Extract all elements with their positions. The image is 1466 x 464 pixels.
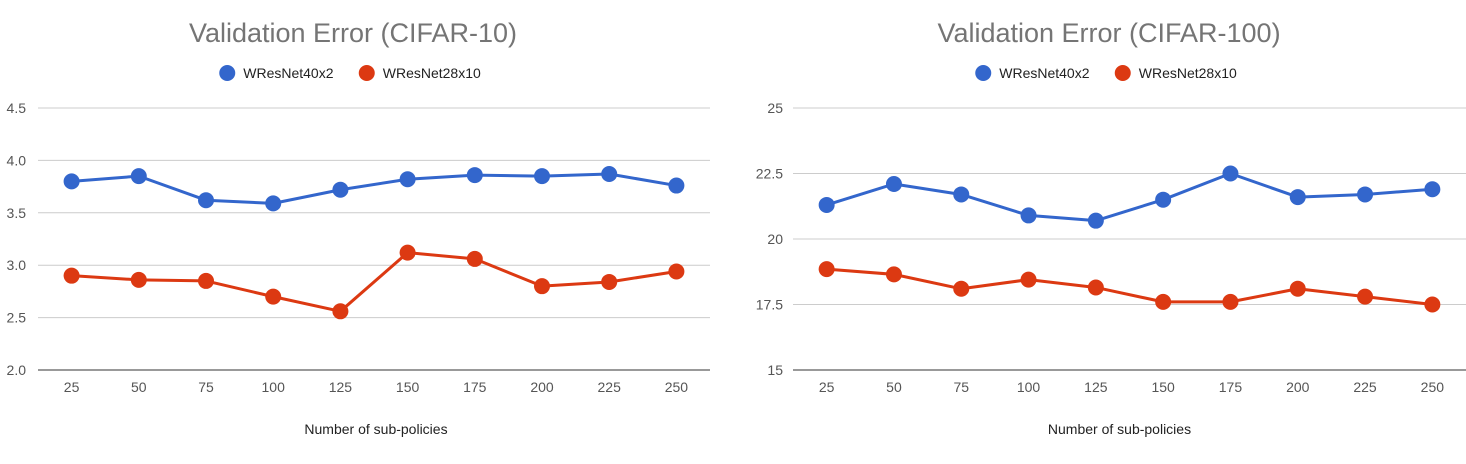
chart-cifar10-series-0-point-7[interactable] — [534, 168, 550, 185]
chart-cifar10: Validation Error (CIFAR-10) WResNet40x2 WR… — [7, 18, 710, 437]
chart-cifar10-legend-label-0: WResNet40x2 — [243, 65, 333, 81]
chart-cifar100-ytick-1: 17.5 — [756, 297, 783, 313]
chart-cifar100-legend-label-1: WResNet28x10 — [1139, 65, 1237, 81]
chart-cifar10-series-0-point-5[interactable] — [399, 171, 416, 188]
chart-cifar10-series-0-point-6[interactable] — [466, 167, 483, 184]
chart-cifar10-title: Validation Error (CIFAR-10) — [189, 18, 517, 48]
chart-cifar100-series-0-point-7[interactable] — [1289, 189, 1306, 206]
chart-cifar100-series-0-point-4[interactable] — [1087, 212, 1104, 229]
chart-cifar100-xtick-9: 250 — [1421, 379, 1445, 395]
chart-cifar10-series-1-point-8[interactable] — [601, 273, 618, 290]
chart-cifar100-series-0-point-8[interactable] — [1357, 186, 1374, 203]
chart-cifar10-ytick-4: 4.0 — [7, 152, 27, 168]
chart-cifar10-legend-label-1: WResNet28x10 — [383, 65, 481, 81]
chart-cifar100-series-1-point-0[interactable] — [818, 261, 835, 278]
chart-cifar10-series-1-point-0[interactable] — [63, 267, 80, 284]
chart-cifar10-series-1-point-2[interactable] — [198, 272, 214, 289]
chart-cifar100-xlabel: Number of sub-policies — [1048, 421, 1191, 437]
chart-cifar10-ytick-5: 4.5 — [7, 100, 27, 116]
chart-cifar10-xtick-7: 200 — [530, 379, 554, 395]
chart-cifar100-legend-marker-0 — [975, 65, 992, 81]
chart-cifar100-series-1-point-9[interactable] — [1424, 296, 1441, 313]
chart-cifar100-series-1-point-2[interactable] — [953, 280, 970, 297]
chart-cifar100-ytick-3: 22.5 — [756, 166, 783, 182]
chart-cifar10-series-1-point-7[interactable] — [534, 278, 550, 295]
chart-cifar100-series-1-point-7[interactable] — [1289, 280, 1306, 297]
chart-cifar100-series-line-0 — [826, 172, 1433, 223]
chart-cifar10-series-1-point-9[interactable] — [668, 263, 685, 280]
chart-cifar10-xtick-2: 75 — [198, 379, 214, 395]
chart-cifar100-series-1-point-1[interactable] — [885, 266, 902, 283]
chart-cifar100-xtick-3: 100 — [1017, 379, 1041, 395]
chart-cifar10-series-0-point-1[interactable] — [130, 168, 147, 185]
chart-cifar10-xtick-5: 150 — [396, 379, 420, 395]
chart-cifar100-series-0-point-1[interactable] — [885, 175, 902, 192]
chart-cifar100-xtick-6: 175 — [1219, 379, 1243, 395]
chart-cifar100-series-1-point-8[interactable] — [1357, 288, 1374, 305]
chart-cifar100-xtick-5: 150 — [1151, 379, 1175, 395]
chart-cifar10-legend-marker-1 — [358, 65, 375, 81]
chart-cifar10-ytick-2: 3.0 — [7, 257, 27, 273]
chart-cifar100-ytick-2: 20 — [767, 231, 783, 247]
chart-cifar100-title: Validation Error (CIFAR-100) — [937, 18, 1280, 48]
chart-cifar100-svg: Validation Error (CIFAR-100) WResNet40x2 W… — [756, 18, 1466, 437]
chart-cifar10-series-0-point-3[interactable] — [265, 195, 282, 212]
chart-cifar100-series-line-1 — [826, 267, 1433, 306]
chart-cifar10-series-1-point-6[interactable] — [466, 250, 483, 267]
chart-cifar10-xtick-9: 250 — [665, 379, 689, 395]
chart-cifar100-series-1-point-6[interactable] — [1222, 293, 1239, 310]
chart-cifar100-series-0-point-6[interactable] — [1222, 165, 1239, 182]
chart-cifar100-xtick-0: 25 — [819, 379, 835, 395]
chart-cifar10-series-0-point-4[interactable] — [332, 181, 349, 198]
chart-cifar100-series-0-point-2[interactable] — [953, 186, 970, 203]
chart-cifar10-series-0-point-9[interactable] — [668, 177, 685, 194]
chart-cifar100-xtick-8: 225 — [1353, 379, 1377, 395]
chart-cifar10-series-1-point-1[interactable] — [130, 271, 147, 288]
chart-cifar10-ytick-0: 2.0 — [7, 362, 27, 378]
chart-cifar10-series-0-point-8[interactable] — [601, 166, 618, 183]
chart-cifar100-legend-marker-1 — [1114, 65, 1131, 81]
chart-cifar10-ytick-1: 2.5 — [7, 310, 27, 326]
chart-cifar100-xtick-4: 125 — [1084, 379, 1108, 395]
chart-cifar100-ytick-4: 25 — [767, 100, 783, 116]
chart-cifar10-xlabel: Number of sub-policies — [304, 421, 447, 437]
chart-cifar100-legend-label-0: WResNet40x2 — [999, 65, 1089, 81]
chart-cifar10-ytick-3: 3.5 — [7, 205, 27, 221]
chart-cifar100-xtick-2: 75 — [953, 379, 969, 395]
chart-cifar10-xtick-0: 25 — [64, 379, 80, 395]
chart-cifar100-ytick-0: 15 — [767, 362, 783, 378]
chart-cifar10-xtick-3: 100 — [262, 379, 286, 395]
chart-cifar100-series-0-point-3[interactable] — [1020, 207, 1037, 224]
chart-cifar10-series-line-1 — [71, 251, 677, 313]
chart-cifar100-series-1-point-4[interactable] — [1087, 279, 1104, 296]
chart-cifar100-series-0-point-0[interactable] — [818, 196, 835, 213]
chart-cifar100-series-0-point-5[interactable] — [1155, 191, 1172, 208]
chart-cifar100-xtick-1: 50 — [886, 379, 902, 395]
chart-cifar10-series-0-point-0[interactable] — [63, 173, 80, 190]
chart-cifar10-series-1-point-4[interactable] — [332, 303, 349, 320]
chart-cifar10-series-1-point-5[interactable] — [399, 244, 416, 261]
chart-cifar10-series-0-point-2[interactable] — [198, 192, 214, 209]
chart-cifar100-series-0-point-9[interactable] — [1424, 181, 1441, 198]
chart-cifar10-series-line-0 — [71, 172, 677, 205]
chart-cifar100-series-1-point-3[interactable] — [1020, 271, 1037, 288]
chart-cifar10-series-1-point-3[interactable] — [265, 288, 282, 305]
chart-cifar100-xtick-7: 200 — [1286, 379, 1310, 395]
chart-cifar10-svg: Validation Error (CIFAR-10) WResNet40x2 WR… — [7, 18, 710, 437]
chart-cifar10-xtick-6: 175 — [463, 379, 487, 395]
chart-cifar10-legend-marker-0 — [219, 65, 236, 81]
chart-cifar10-xtick-8: 225 — [598, 379, 622, 395]
chart-cifar10-xtick-4: 125 — [329, 379, 353, 395]
chart-cifar10-xtick-1: 50 — [131, 379, 147, 395]
chart-cifar100-series-1-point-5[interactable] — [1155, 293, 1172, 310]
chart-cifar100: Validation Error (CIFAR-100) WResNet40x2 W… — [733, 0, 1466, 464]
